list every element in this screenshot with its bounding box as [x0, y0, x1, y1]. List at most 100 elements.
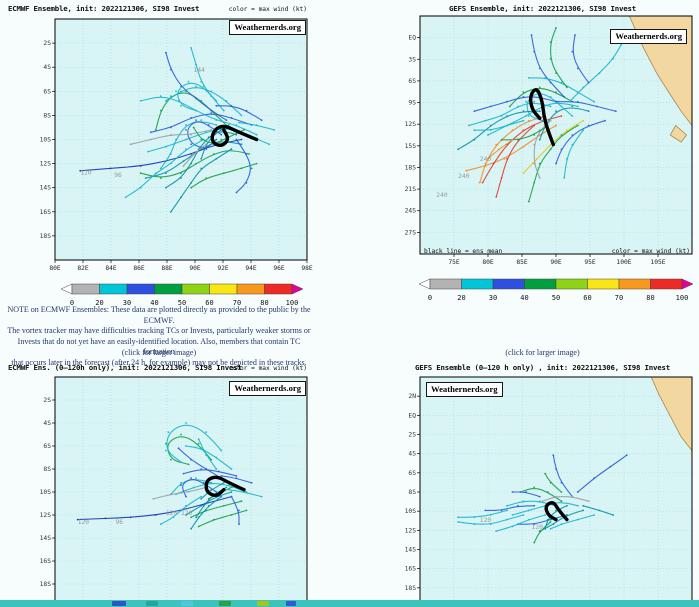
svg-text:18S: 18S [405, 164, 417, 171]
svg-text:6S: 6S [43, 88, 51, 95]
panel-ecmwf-120h: ECMWF Ens. (0–120h only), init: 20221213… [2, 361, 314, 607]
svg-text:86E: 86E [133, 265, 145, 272]
svg-text:96: 96 [116, 519, 124, 526]
gefs-track-map[interactable]: EQ 3S 6S 9S 12S 15S 18S 21S 24S 27S 75E 80E 85E 90E 95… [388, 14, 697, 276]
panel-title-row: GEFS Ensemble, init: 2022121306, SI98 In… [392, 4, 693, 14]
svg-text:144: 144 [194, 67, 206, 74]
svg-text:96E: 96E [273, 265, 285, 272]
note-line: Invests that do not yet have an easily-i… [17, 336, 301, 357]
bottom-strip [0, 600, 699, 607]
panel-ecmwf-ensemble: ECMWF Ensemble, init: 2022121306, SI98 I… [2, 2, 314, 308]
note-line: NOTE on ECMWF Ensembles: These data are … [7, 305, 311, 325]
svg-text:60: 60 [205, 299, 213, 307]
svg-text:4S: 4S [43, 420, 51, 427]
svg-text:0: 0 [70, 299, 74, 307]
svg-text:14S: 14S [40, 185, 52, 192]
click-larger-caption-left: (click for larger image) [121, 348, 197, 357]
svg-text:75E: 75E [448, 259, 460, 266]
svg-text:15S: 15S [405, 143, 417, 150]
svg-text:80E: 80E [482, 259, 494, 266]
panel-title: ECMWF Ens. (0–120h only), init: 20221213… [8, 363, 242, 372]
svg-text:9S: 9S [408, 100, 416, 107]
svg-text:12S: 12S [405, 121, 417, 128]
svg-text:10S: 10S [405, 508, 417, 515]
svg-text:27S: 27S [405, 229, 417, 236]
note-line: The vortex tracker may have difficulties… [7, 326, 311, 336]
panel-title: GEFS Ensemble (0–120 h only) , init: 202… [415, 363, 670, 372]
svg-text:EQ: EQ [408, 412, 416, 419]
svg-text:105E: 105E [650, 259, 665, 266]
svg-text:2N: 2N [408, 393, 416, 400]
svg-text:8S: 8S [43, 466, 51, 473]
svg-text:16S: 16S [40, 209, 52, 216]
svg-text:0: 0 [428, 294, 432, 302]
svg-text:6S: 6S [43, 443, 51, 450]
note-line: that occurs later in the forecast (after… [11, 357, 307, 367]
svg-text:14S: 14S [40, 535, 52, 542]
svg-text:240: 240 [480, 156, 492, 163]
svg-text:18S: 18S [405, 585, 417, 592]
svg-text:120: 120 [532, 524, 544, 531]
svg-text:20: 20 [95, 299, 103, 307]
svg-text:10S: 10S [40, 137, 52, 144]
svg-text:120: 120 [181, 510, 193, 517]
svg-text:85E: 85E [516, 259, 528, 266]
svg-text:8S: 8S [43, 112, 51, 119]
svg-text:16S: 16S [405, 566, 417, 573]
svg-text:6S: 6S [408, 78, 416, 85]
svg-text:30: 30 [123, 299, 131, 307]
svg-text:18S: 18S [40, 581, 52, 588]
color-key-label: color = max wind (kt) [611, 248, 690, 255]
svg-text:2S: 2S [43, 40, 51, 47]
svg-text:100: 100 [676, 294, 689, 302]
svg-text:12S: 12S [40, 512, 52, 519]
svg-text:30: 30 [489, 294, 497, 302]
strip-glyph [286, 601, 296, 606]
panel-title-row: ECMWF Ens. (0–120h only), init: 20221213… [6, 363, 310, 373]
max-wind-colorbar: 0 20 30 40 50 60 70 80 100 [60, 283, 304, 307]
svg-text:80: 80 [260, 299, 268, 307]
svg-text:40: 40 [520, 294, 528, 302]
svg-text:98E: 98E [301, 265, 313, 272]
svg-text:84E: 84E [105, 265, 117, 272]
svg-text:18S: 18S [40, 233, 52, 240]
weathernerds-logo: Weathernerds.org [229, 381, 306, 396]
svg-text:10S: 10S [40, 489, 52, 496]
panel-title-row: ECMWF Ensemble, init: 2022121306, SI98 I… [6, 4, 310, 14]
svg-text:82E: 82E [77, 265, 89, 272]
strip-glyph [181, 601, 193, 606]
svg-text:50: 50 [178, 299, 186, 307]
color-key-label: color = max wind (kt) [228, 364, 307, 372]
svg-text:3S: 3S [408, 56, 416, 63]
strip-glyph [146, 601, 158, 606]
strip-glyph [257, 601, 269, 606]
gefs-120h-track-map[interactable]: 2N EQ 2S 4S 6S 8S 10S 12S 14S 16S 18S 120 120 [388, 375, 697, 607]
color-key-label: color = max wind (kt) [228, 5, 307, 13]
ens-mean-legend: black line = ens mean [424, 248, 503, 255]
max-wind-colorbar: 0 20 30 40 50 60 70 80 100 [418, 278, 694, 302]
svg-text:24S: 24S [405, 208, 417, 215]
click-larger-caption-right: (click for larger image) [505, 348, 580, 357]
weathernerds-logo: Weathernerds.org [610, 29, 687, 44]
svg-text:2S: 2S [408, 432, 416, 439]
svg-text:4S: 4S [43, 64, 51, 71]
panel-title: ECMWF Ensemble, init: 2022121306, SI98 I… [8, 4, 200, 13]
svg-text:92E: 92E [217, 265, 229, 272]
panel-gefs-120h: GEFS Ensemble (0–120 h only) , init: 202… [388, 361, 697, 607]
svg-text:80: 80 [646, 294, 654, 302]
svg-text:100: 100 [286, 299, 299, 307]
ecmwf-track-map[interactable]: 2S 4S 6S 8S 10S 12S 14S 16S 18S 80E 82E 84E 86E 88E 90… [2, 15, 314, 283]
svg-text:8S: 8S [408, 489, 416, 496]
svg-text:21S: 21S [405, 186, 417, 193]
weathernerds-logo: Weathernerds.org [229, 20, 306, 35]
ecmwf-note: NOTE on ECMWF Ensembles: These data are … [6, 305, 312, 369]
svg-text:14S: 14S [405, 547, 417, 554]
strip-glyph [219, 601, 231, 606]
svg-text:94E: 94E [245, 265, 257, 272]
svg-text:2S: 2S [43, 397, 51, 404]
strip-glyph [112, 601, 126, 606]
svg-text:4S: 4S [408, 451, 416, 458]
panel-title: GEFS Ensemble, init: 2022121306, SI98 In… [449, 4, 636, 13]
panel-gefs-ensemble: GEFS Ensemble, init: 2022121306, SI98 In… [388, 2, 697, 308]
